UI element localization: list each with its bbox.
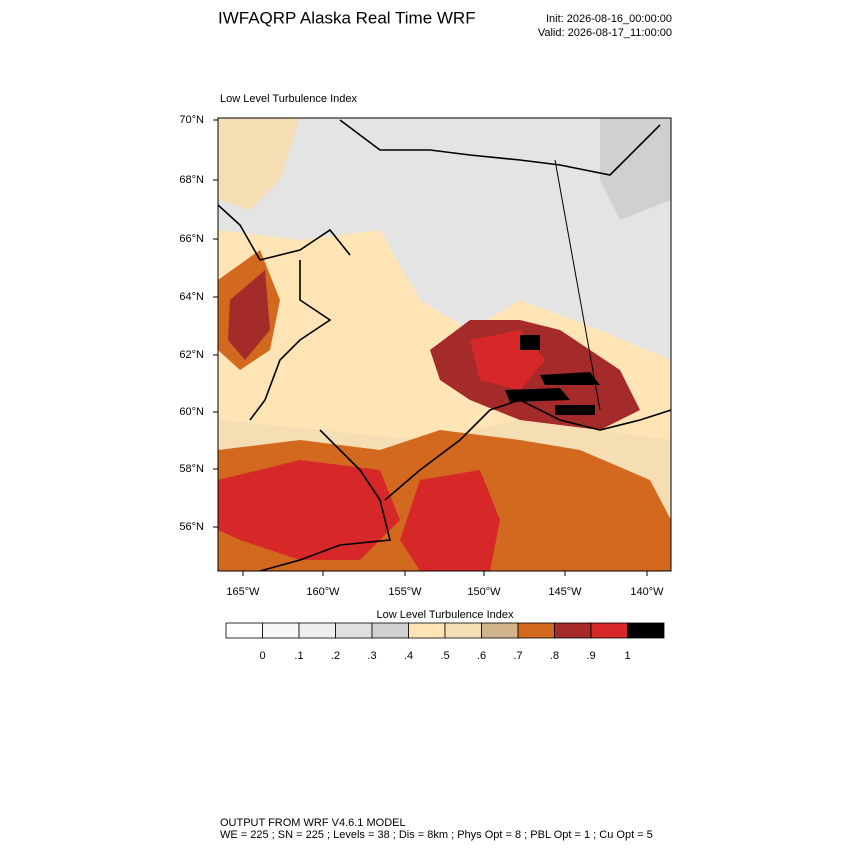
colorbar-box xyxy=(590,622,628,639)
lat-label: 56°N xyxy=(179,521,204,533)
colorbar-box xyxy=(298,622,336,639)
lon-label: 145°W xyxy=(548,586,582,598)
colorbar-box xyxy=(627,622,665,639)
colorbar-box xyxy=(371,622,409,639)
colorbar-box xyxy=(517,622,555,639)
lon-labels: 165°W 160°W 155°W 150°W 145°W 140°W xyxy=(226,571,664,598)
colorbar-box xyxy=(554,622,592,639)
lat-label: 58°N xyxy=(179,463,204,475)
colorbar-label: 0 xyxy=(259,650,265,662)
lon-label: 160°W xyxy=(306,586,340,598)
colorbar-label: .1 xyxy=(294,650,303,662)
lat-label: 70°N xyxy=(179,114,204,126)
colorbar-box xyxy=(225,622,263,639)
colorbar-box xyxy=(408,622,446,639)
colorbar-label: .5 xyxy=(440,650,449,662)
colorbar-label: .4 xyxy=(404,650,413,662)
map-field xyxy=(218,118,671,571)
lon-label: 165°W xyxy=(226,586,260,598)
colorbar-label: 1 xyxy=(624,650,630,662)
colorbar-label: .3 xyxy=(367,650,376,662)
lon-label: 150°W xyxy=(467,586,501,598)
lat-labels: 70°N 68°N 66°N 64°N 62°N 60°N 58°N 56°N xyxy=(179,114,218,533)
colorbar-label: .9 xyxy=(586,650,595,662)
map-frame xyxy=(217,117,672,572)
valid-time: Valid: 2026-08-17_11:00:00 xyxy=(538,27,672,39)
colorbar: 0 .1 .2 .3 .4 .5 .6 .7 .8 .9 1 xyxy=(225,622,665,662)
colorbar-box xyxy=(481,622,519,639)
title: IWFAQRP Alaska Real Time WRF xyxy=(218,8,476,27)
lat-label: 62°N xyxy=(179,349,204,361)
colorbar-label: .8 xyxy=(550,650,559,662)
lat-label: 64°N xyxy=(179,291,204,303)
lon-label: 140°W xyxy=(630,586,664,598)
colorbar-box xyxy=(335,622,373,639)
colorbar-label: .7 xyxy=(513,650,522,662)
lat-label: 66°N xyxy=(179,233,204,245)
colorbar-box xyxy=(444,622,482,639)
footer-line: WE = 225 ; SN = 225 ; Levels = 38 ; Dis … xyxy=(220,829,653,841)
colorbar-label: .2 xyxy=(331,650,340,662)
colorbar-label: .6 xyxy=(477,650,486,662)
lat-label: 60°N xyxy=(179,406,204,418)
lat-label: 68°N xyxy=(179,174,204,186)
colorbar-box xyxy=(262,622,300,639)
init-time: Init: 2026-08-16_00:00:00 xyxy=(546,13,672,25)
lon-label: 155°W xyxy=(388,586,422,598)
colorbar-title: Low Level Turbulence Index xyxy=(377,609,514,621)
footer-line: OUTPUT FROM WRF V4.6.1 MODEL xyxy=(220,817,406,829)
map-title: Low Level Turbulence Index xyxy=(220,93,357,105)
